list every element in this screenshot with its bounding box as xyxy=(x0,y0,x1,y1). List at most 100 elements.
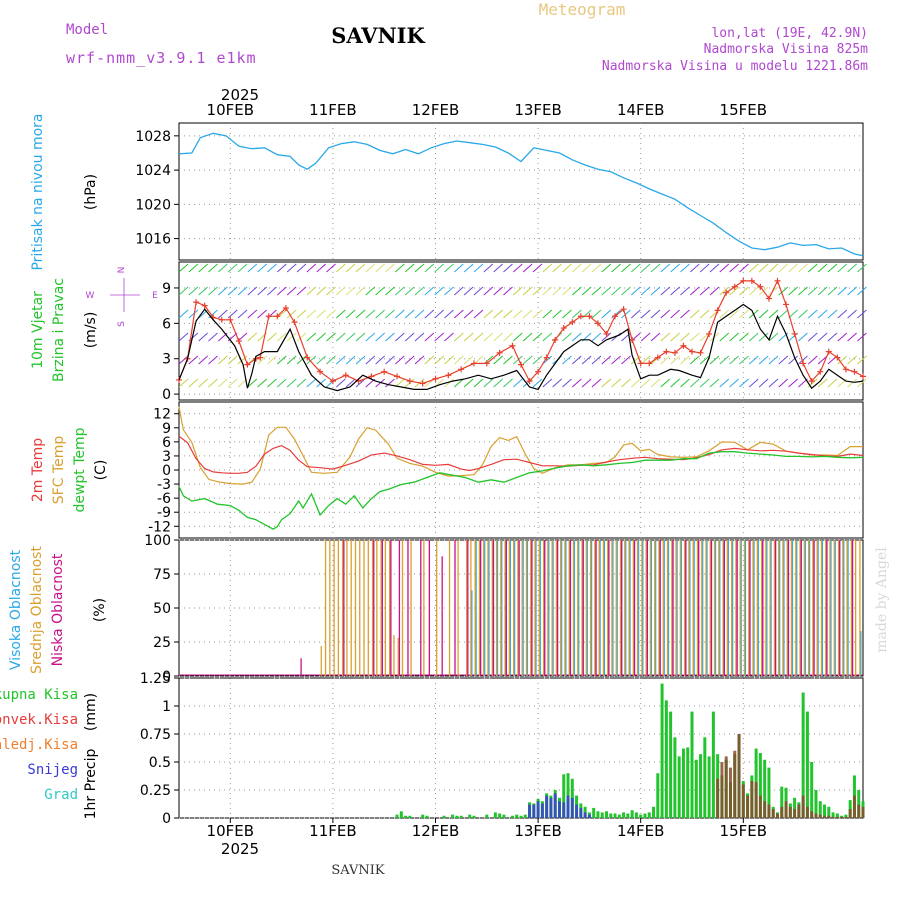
wind-barb xyxy=(758,378,769,388)
wind-barb xyxy=(552,309,562,319)
precip-unit: (mm) xyxy=(83,693,99,731)
wind-gust-marker xyxy=(825,348,832,355)
wind-barb xyxy=(699,355,710,365)
wind-barb xyxy=(483,263,494,273)
wind-barb xyxy=(326,332,336,342)
precip-bar-snow xyxy=(562,802,566,818)
precip-bar-snow xyxy=(532,804,536,818)
wind-gust-marker xyxy=(783,301,790,308)
precip-bar-total xyxy=(703,737,707,818)
wind-barb xyxy=(650,286,661,296)
wind-gust-marker xyxy=(646,360,653,367)
wind-barb xyxy=(768,378,779,388)
product-title: Meteogram xyxy=(539,0,626,19)
wind-gust-marker xyxy=(342,372,349,379)
wind-barb xyxy=(286,286,297,296)
wind-barb xyxy=(817,355,828,365)
wind-barb xyxy=(768,309,779,319)
precip-bar-total xyxy=(502,814,506,818)
y-tick-label: 3 xyxy=(162,449,171,465)
wind-barb xyxy=(512,286,523,296)
wind-barb xyxy=(581,286,592,296)
precip-bar-snow xyxy=(583,812,587,818)
wind-barb xyxy=(375,378,385,388)
wind-barb xyxy=(807,263,818,273)
wind-barb xyxy=(188,309,199,319)
precip-bar-conv xyxy=(793,809,797,818)
precip-bar-conv xyxy=(763,801,767,818)
wind-barb xyxy=(208,332,218,342)
wind-gust-marker xyxy=(274,313,281,320)
model-value: wrf-nmm_v3.9.1 e1km xyxy=(66,49,257,67)
wind-barb xyxy=(473,355,484,365)
wind-barb xyxy=(798,309,808,319)
wind-barb xyxy=(198,378,208,388)
wind-barb xyxy=(748,286,759,296)
x-date-label-top: 12FEB xyxy=(412,101,459,119)
precip-bar-conv xyxy=(741,784,745,818)
wind-barb xyxy=(729,378,739,388)
y-tick-label: 1028 xyxy=(135,129,171,145)
wind-barb xyxy=(394,355,405,365)
wind-barb xyxy=(630,378,641,388)
temp-unit: (C) xyxy=(93,460,109,481)
wind-barb xyxy=(660,286,671,296)
wind-barb xyxy=(621,378,631,388)
wind-gust-marker xyxy=(445,372,452,379)
precip-bar-conv xyxy=(724,756,728,818)
precip-bar-total xyxy=(421,814,425,818)
wind-gust-marker xyxy=(509,342,516,349)
wind-barb xyxy=(326,286,336,296)
wind-barb xyxy=(739,286,749,296)
wind-barb xyxy=(208,286,218,296)
wind-barb xyxy=(788,286,798,296)
wind-barb xyxy=(463,332,474,342)
wind-barb xyxy=(837,332,848,342)
wind-barb xyxy=(621,355,631,365)
wind-barb xyxy=(571,263,582,273)
wind-barb xyxy=(414,286,425,296)
wind-barb xyxy=(827,332,838,342)
wind-barb xyxy=(680,286,690,296)
temp-ylabel-sfc: SFC Temp xyxy=(51,436,67,505)
wind-barb xyxy=(571,355,582,365)
wind-barb xyxy=(365,355,376,365)
wind-barb xyxy=(345,332,356,342)
wind-barb xyxy=(394,309,405,319)
compass-west: W xyxy=(86,291,95,301)
wind-barb xyxy=(355,378,366,388)
legend-conv: Konvek.Kisa xyxy=(0,712,78,728)
wind-ylabel-2: Brzina i Pravac xyxy=(51,278,67,382)
wind-barb xyxy=(729,263,739,273)
precip-bar-total xyxy=(711,711,715,818)
x-date-label-top: 11FEB xyxy=(309,101,356,119)
legend-frz: Zaledj.Kisa xyxy=(0,737,78,753)
wind-barb xyxy=(758,332,769,342)
precip-bar-snow xyxy=(575,804,579,818)
precip-bar-total xyxy=(639,814,643,818)
wind-gust-marker xyxy=(282,305,289,311)
wind-barb xyxy=(453,286,464,296)
wind-barb xyxy=(699,263,710,273)
wind-barb xyxy=(571,332,582,342)
wind-barb xyxy=(237,263,248,273)
precip-bar-total xyxy=(857,790,861,818)
precip-bar-conv xyxy=(737,734,741,818)
wind-barb xyxy=(798,263,808,273)
precip-bar-total xyxy=(793,797,797,818)
wind-gust-marker xyxy=(842,366,849,373)
wind-barb xyxy=(798,332,808,342)
wind-barb xyxy=(522,309,533,319)
wind-barb xyxy=(404,355,415,365)
wind-barb xyxy=(178,309,189,319)
precip-bar-conv xyxy=(776,813,779,818)
wind-barb xyxy=(591,355,602,365)
wind-barb xyxy=(611,263,621,273)
wind-barb xyxy=(178,332,189,342)
wind-barb xyxy=(286,332,297,342)
wind-barb xyxy=(434,309,444,319)
wind-barb xyxy=(709,378,720,388)
wind-barb xyxy=(483,286,494,296)
precip-bar-total xyxy=(510,815,514,818)
wind-gust-marker xyxy=(577,313,584,320)
